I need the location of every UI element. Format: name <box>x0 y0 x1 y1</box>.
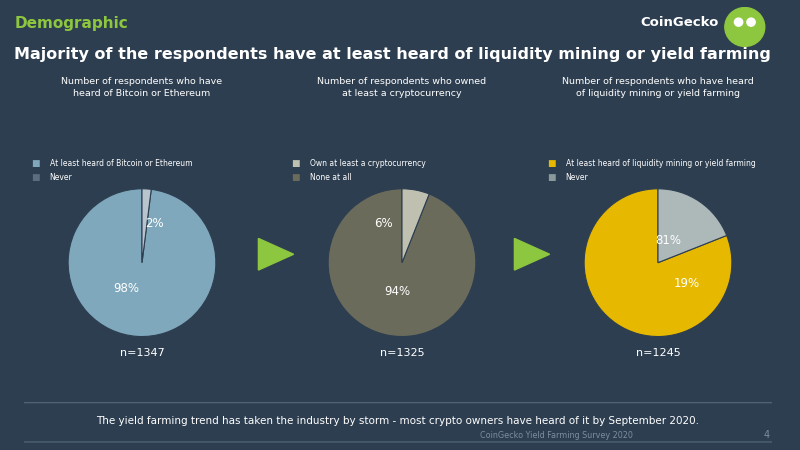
Polygon shape <box>258 238 294 270</box>
Text: ■: ■ <box>547 173 556 182</box>
Text: At least heard of Bitcoin or Ethereum: At least heard of Bitcoin or Ethereum <box>50 159 192 168</box>
Circle shape <box>725 8 765 46</box>
Text: Number of respondents who owned
at least a cryptocurrency: Number of respondents who owned at least… <box>318 77 486 98</box>
Text: ■: ■ <box>291 159 300 168</box>
Wedge shape <box>584 189 732 337</box>
Text: Own at least a cryptocurrency: Own at least a cryptocurrency <box>310 159 426 168</box>
Text: CoinGecko Yield Farming Survey 2020: CoinGecko Yield Farming Survey 2020 <box>480 431 633 440</box>
Text: ■: ■ <box>291 173 300 182</box>
Text: The yield farming trend has taken the industry by storm - most crypto owners hav: The yield farming trend has taken the in… <box>97 416 699 426</box>
Wedge shape <box>68 189 216 337</box>
Text: n=1245: n=1245 <box>636 348 680 358</box>
Wedge shape <box>402 189 429 263</box>
Text: 4: 4 <box>764 430 770 440</box>
Polygon shape <box>514 238 550 270</box>
Text: ■: ■ <box>547 159 556 168</box>
Text: Majority of the respondents have at least heard of liquidity mining or yield far: Majority of the respondents have at leas… <box>14 47 771 62</box>
Text: None at all: None at all <box>310 173 351 182</box>
Text: Never: Never <box>566 173 589 182</box>
Text: 94%: 94% <box>384 285 410 298</box>
Circle shape <box>734 18 742 26</box>
Text: At least heard of liquidity mining or yield farming: At least heard of liquidity mining or yi… <box>566 159 755 168</box>
Text: Demographic: Demographic <box>14 16 128 31</box>
Text: 2%: 2% <box>145 217 164 230</box>
FancyBboxPatch shape <box>13 403 782 442</box>
Text: n=1347: n=1347 <box>120 348 164 358</box>
Text: CoinGecko: CoinGecko <box>640 16 718 29</box>
Text: 81%: 81% <box>655 234 682 247</box>
Text: n=1325: n=1325 <box>380 348 424 358</box>
Text: ■: ■ <box>31 159 40 168</box>
Text: Number of respondents who have heard
of liquidity mining or yield farming: Number of respondents who have heard of … <box>562 77 754 98</box>
Text: 6%: 6% <box>374 217 393 230</box>
Text: ■: ■ <box>31 173 40 182</box>
Text: Number of respondents who have
heard of Bitcoin or Ethereum: Number of respondents who have heard of … <box>62 77 222 98</box>
Circle shape <box>747 18 755 26</box>
Text: Never: Never <box>50 173 73 182</box>
Wedge shape <box>142 189 151 263</box>
Text: 19%: 19% <box>674 277 700 290</box>
Text: 98%: 98% <box>114 282 140 295</box>
Wedge shape <box>328 189 476 337</box>
Wedge shape <box>658 189 726 263</box>
